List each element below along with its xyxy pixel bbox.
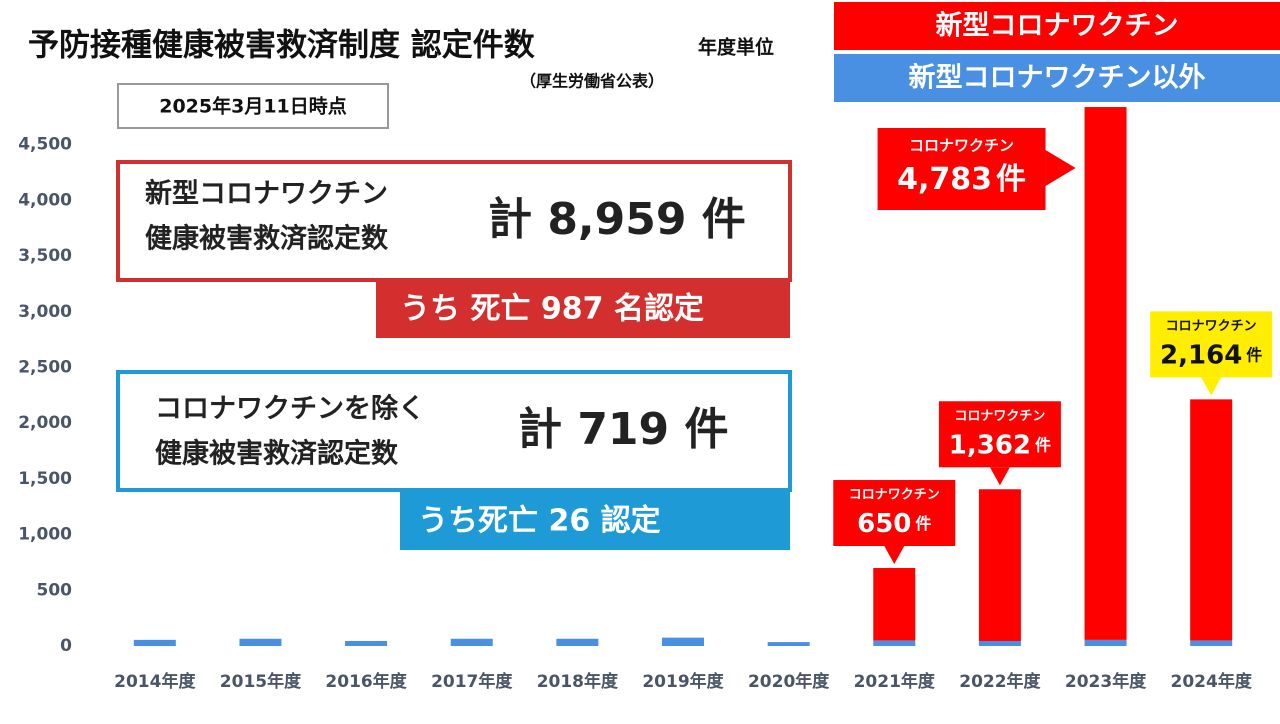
bar [1190, 640, 1233, 646]
y-tick-label: 3,500 [18, 246, 72, 266]
bar [873, 568, 916, 641]
annotation-box [116, 370, 792, 492]
value-label-number: 1,362 [949, 430, 1031, 460]
x-tick-label: 2017年度 [431, 671, 513, 692]
y-tick-label: 3,000 [18, 302, 72, 322]
callout-box [833, 480, 956, 547]
legend-swatch [834, 2, 1280, 50]
y-tick-label: 1,000 [18, 525, 72, 545]
legend-label: 新型コロナワクチン以外 [909, 62, 1206, 94]
annotation-line: 新型コロナワクチン [145, 178, 388, 210]
x-tick-label: 2014年度 [114, 671, 196, 692]
y-tick-label: 0 [60, 636, 72, 656]
callout-pointer [1045, 150, 1076, 186]
callout-title: コロナワクチン [849, 488, 940, 503]
callout-title: コロナワクチン [954, 409, 1045, 424]
y-tick-label: 4,000 [18, 190, 72, 210]
y-tick-label: 2,500 [18, 358, 72, 378]
value-label: 1,362 件 [949, 430, 1051, 460]
callout-pointer [1201, 377, 1222, 396]
source: （厚生労働省公表） [520, 72, 664, 91]
value-label-number: 2,164 [1160, 340, 1242, 370]
callout-pointer [989, 467, 1010, 486]
annotation-line: コロナワクチンを除く [155, 393, 425, 425]
bar [978, 640, 1021, 646]
callout-pointer [884, 546, 905, 565]
x-tick-label: 2016年度 [325, 671, 407, 692]
x-tick-label: 2021年度 [854, 671, 936, 692]
x-tick-label: 2022年度 [959, 671, 1041, 692]
bar [1190, 399, 1233, 641]
y-tick-label: 4,500 [18, 135, 72, 155]
callout-box [1150, 311, 1273, 378]
annotation-deaths-box [400, 490, 790, 550]
value-label: 650 件 [857, 509, 931, 539]
annotation-total: 計 719 件 [518, 404, 728, 455]
annotation-deaths: うち死亡 26 認定 [418, 504, 661, 539]
value-label: 4,783 件 [897, 162, 1026, 197]
callout-box [877, 128, 1046, 210]
annotation-deaths-box [376, 280, 790, 338]
x-tick-label: 2015年度 [220, 671, 302, 692]
callout-title: コロナワクチン [909, 137, 1014, 155]
value-label-unit: 件 [1246, 345, 1262, 364]
bar [662, 637, 704, 646]
value-label-number: 4,783 [897, 162, 992, 197]
annotation-deaths: うち 死亡 987 名認定 [400, 292, 704, 327]
y-tick-label: 2,000 [18, 413, 72, 433]
legend-label: 新型コロナワクチン [936, 10, 1179, 42]
as-of: 2025年3月11日時点 [159, 95, 347, 118]
x-tick-label: 2023年度 [1065, 671, 1147, 692]
y-tick-label: 500 [37, 580, 73, 600]
chart-title: 予防接種健康被害救済制度 認定件数 [28, 28, 535, 64]
bar [345, 640, 388, 646]
bar [978, 489, 1021, 641]
bar [450, 638, 493, 646]
value-label-number: 650 [857, 509, 911, 539]
value-label-unit: 件 [915, 514, 931, 533]
x-tick-label: 2020年度 [748, 671, 830, 692]
bar [133, 639, 176, 646]
title-unit: 年度単位 [698, 36, 774, 59]
legend-swatch [834, 54, 1280, 102]
annotation-total: 計 8,959 件 [488, 194, 746, 245]
y-tick-label: 1,500 [18, 469, 72, 489]
bar [556, 638, 599, 646]
annotation-line: 健康被害救済認定数 [155, 438, 399, 470]
bar [1084, 639, 1127, 646]
x-tick-label: 2024年度 [1171, 671, 1253, 692]
bar [873, 640, 916, 646]
bar [767, 642, 810, 646]
value-label-unit: 件 [1035, 435, 1051, 454]
value-label: 2,164 件 [1160, 340, 1262, 370]
x-tick-label: 2019年度 [642, 671, 724, 692]
bar [1084, 107, 1127, 640]
callout-title: コロナワクチン [1166, 319, 1257, 334]
date-box [117, 83, 389, 129]
annotation-box [116, 160, 792, 282]
value-label-unit: 件 [996, 162, 1026, 197]
annotation-line: 健康被害救済認定数 [145, 223, 389, 255]
callout-box [938, 401, 1061, 468]
x-tick-label: 2018年度 [537, 671, 619, 692]
bar [239, 638, 282, 646]
